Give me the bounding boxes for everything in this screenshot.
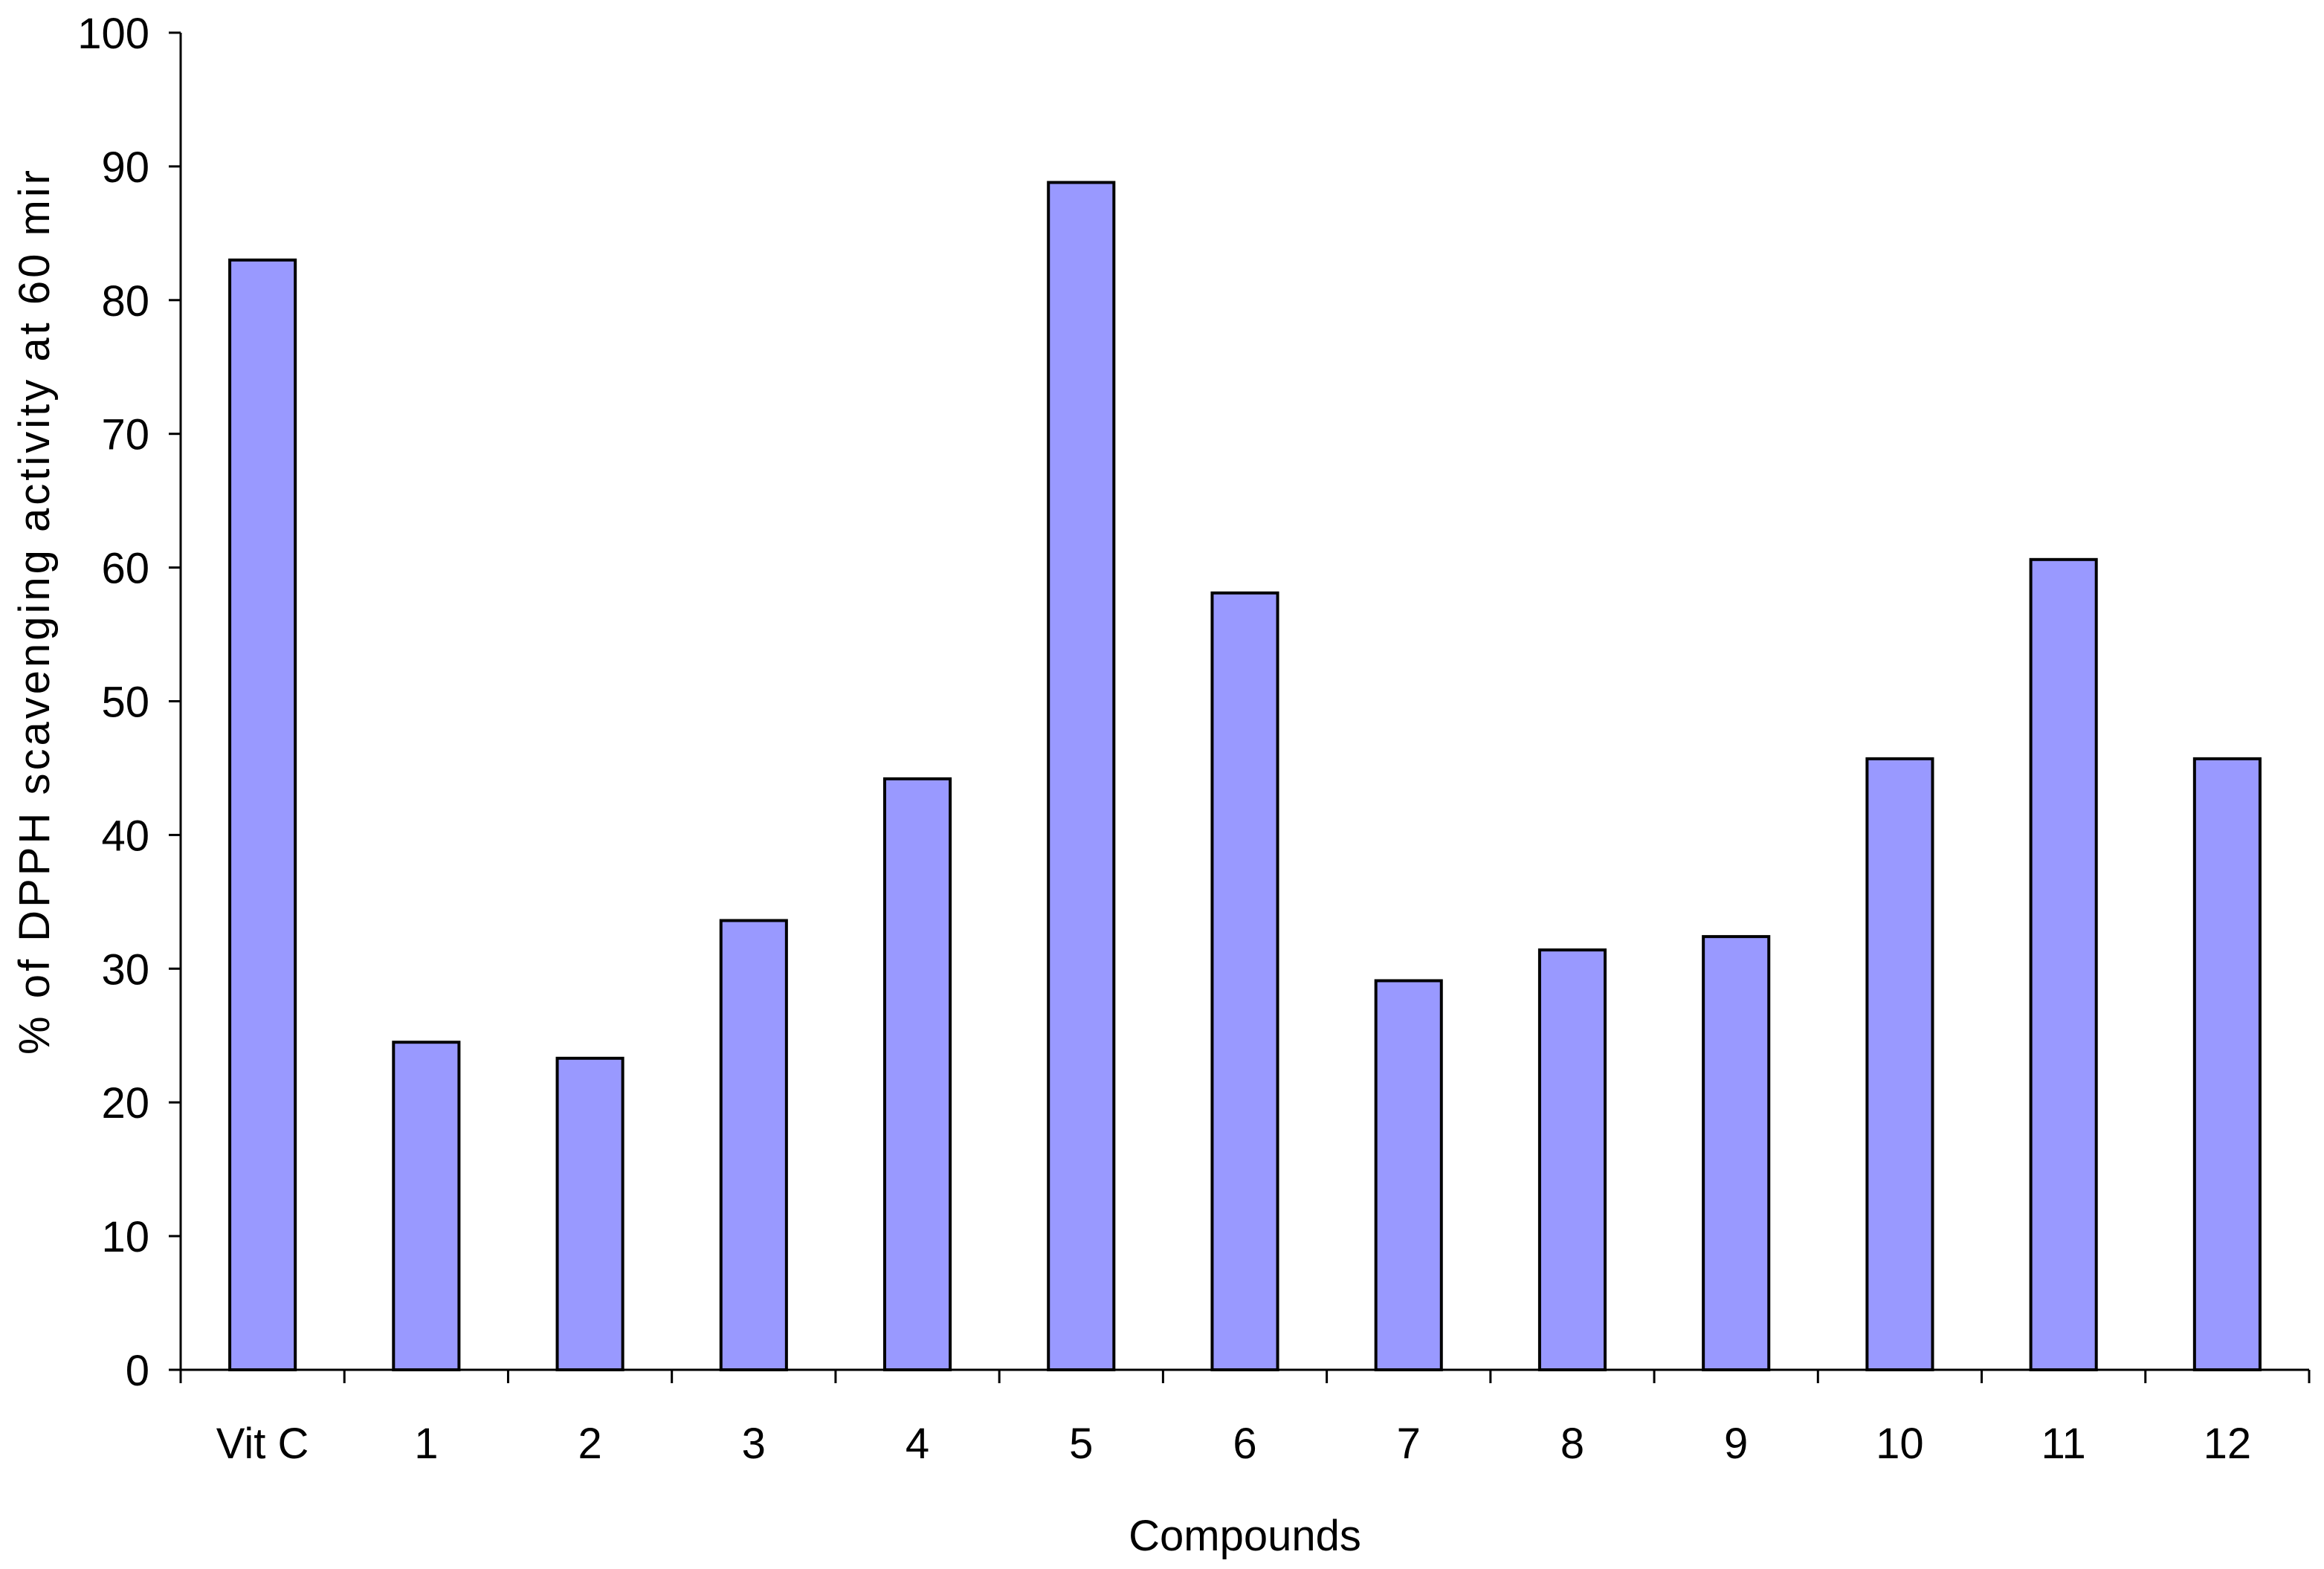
bar-vit-c [228, 258, 297, 1372]
x-tick-label: 2 [578, 1420, 601, 1468]
x-tick-label: 10 [1876, 1420, 1924, 1468]
y-tick-label: 90 [101, 143, 149, 192]
x-ticks: Vit C 1 2 3 4 5 6 7 8 9 10 11 12 [179, 1370, 2311, 1468]
x-axis-title: Compounds [1129, 1512, 1361, 1560]
x-tick-label: 5 [1069, 1420, 1093, 1468]
x-tick-label: Vit C [216, 1420, 309, 1468]
y-tick-label: 100 [77, 10, 149, 58]
bar-10 [1865, 757, 1934, 1371]
bar-3 [719, 919, 788, 1371]
y-tick-label: 0 [126, 1347, 149, 1395]
y-tick-label: 20 [101, 1079, 149, 1128]
bar-12 [2192, 757, 2262, 1371]
y-tick-label: 70 [101, 411, 149, 459]
x-tick-label: 9 [1724, 1420, 1748, 1468]
y-tick-label: 30 [101, 945, 149, 994]
bar-2 [555, 1056, 624, 1371]
bar-7 [1374, 979, 1443, 1371]
x-tick-label: 6 [1233, 1420, 1256, 1468]
x-tick-label: 3 [742, 1420, 766, 1468]
bar-9 [1702, 935, 1771, 1371]
x-tick-label: 4 [906, 1420, 929, 1468]
bars [228, 181, 2262, 1372]
bar-8 [1537, 948, 1607, 1371]
x-tick-label: 12 [2204, 1420, 2252, 1468]
y-tick-label: 50 [101, 679, 149, 727]
y-axis-title: % of DPPH scavenging activity at 60 mir [10, 167, 59, 1055]
y-tick-label: 80 [101, 277, 149, 326]
x-tick-label: 8 [1560, 1420, 1584, 1468]
x-tick-label: 7 [1397, 1420, 1421, 1468]
y-tick-label: 60 [101, 545, 149, 593]
bar-1 [392, 1041, 461, 1371]
y-tick-label: 10 [101, 1213, 149, 1261]
y-ticks: 0 10 20 30 40 50 60 70 80 90 100 [77, 10, 181, 1395]
y-tick-label: 40 [101, 812, 149, 860]
bar-4 [882, 777, 952, 1372]
x-tick-label: 11 [2041, 1420, 2086, 1468]
bar-5 [1047, 181, 1116, 1371]
bar-6 [1210, 591, 1279, 1371]
x-tick-label: 1 [414, 1420, 438, 1468]
bar-11 [2029, 557, 2098, 1371]
